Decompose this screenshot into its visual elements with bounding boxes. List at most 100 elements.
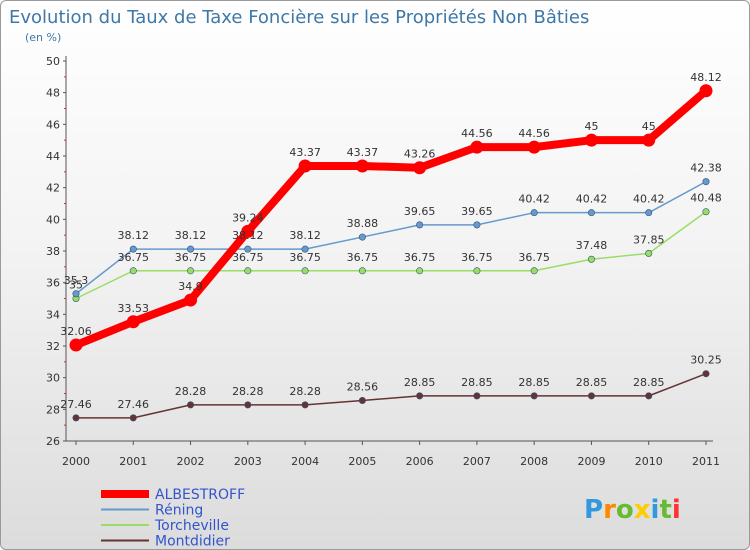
data-labels: 32.06 33.53 34.9 39.24 43.37 43.37 43.26 44.56 4… <box>60 71 722 411</box>
data-point-albestroff <box>527 140 541 154</box>
y-tick-label: 46 <box>46 118 60 131</box>
data-point-albestroff <box>470 140 484 154</box>
data-label-rening: 38.88 <box>347 217 379 230</box>
data-point-montdidier <box>587 392 595 400</box>
logo-letter: x <box>634 495 651 525</box>
data-point-montdidier <box>416 392 424 400</box>
data-point-torcheville <box>473 267 481 275</box>
data-point-torcheville <box>244 267 252 275</box>
data-label-torcheville: 36.75 <box>232 251 264 264</box>
data-point-torcheville <box>358 267 366 275</box>
data-label-montdidier: 30.25 <box>690 354 722 367</box>
x-tick-label: 2010 <box>635 455 663 468</box>
data-label-montdidier: 28.85 <box>518 376 550 389</box>
data-label-montdidier: 28.85 <box>461 376 493 389</box>
data-label-rening: 38.12 <box>289 229 321 242</box>
x-tick-label: 2000 <box>62 455 90 468</box>
data-point-montdidier <box>358 396 366 404</box>
data-label-albestroff: 39.24 <box>232 211 264 224</box>
x-tick-label: 2006 <box>406 455 434 468</box>
data-point-rening <box>473 221 481 229</box>
data-point-rening <box>244 245 252 253</box>
data-point-torcheville <box>301 267 309 275</box>
series-lines <box>69 84 713 422</box>
data-point-rening <box>587 209 595 217</box>
y-tick-label: 42 <box>46 182 60 195</box>
data-point-rening <box>301 245 309 253</box>
data-label-torcheville: 37.85 <box>633 233 665 246</box>
x-tick-label: 2003 <box>234 455 262 468</box>
data-point-torcheville <box>645 249 653 257</box>
y-tick-label: 38 <box>46 245 60 258</box>
data-point-albestroff <box>184 293 198 307</box>
data-label-torcheville: 40.48 <box>690 192 722 205</box>
data-point-rening <box>72 290 80 298</box>
data-label-rening: 35.3 <box>64 274 89 287</box>
y-tick-label: 40 <box>46 213 60 226</box>
data-label-rening: 42.38 <box>690 162 722 175</box>
y-tick-label: 28 <box>46 403 60 416</box>
data-label-torcheville: 36.75 <box>289 251 321 264</box>
chart-title: Evolution du Taux de Taxe Foncière sur l… <box>9 7 589 28</box>
data-point-torcheville <box>702 208 710 216</box>
legend-label-albestroff: ALBESTROFF <box>155 487 245 503</box>
x-tick-label: 2009 <box>577 455 605 468</box>
series-line-torcheville <box>75 210 707 300</box>
data-label-torcheville: 36.75 <box>347 251 379 264</box>
data-label-rening: 40.42 <box>576 193 608 206</box>
data-label-torcheville: 36.75 <box>461 251 493 264</box>
data-point-albestroff <box>584 133 598 147</box>
legend-label-torcheville: Torcheville <box>154 518 229 534</box>
data-label-montdidier: 28.28 <box>232 385 264 398</box>
data-point-torcheville <box>587 255 595 263</box>
logo-letter: i <box>651 495 660 525</box>
y-tick-label: 44 <box>46 150 60 163</box>
data-label-albestroff: 43.37 <box>347 146 379 159</box>
data-label-albestroff: 33.53 <box>118 302 150 315</box>
y-tick-label: 36 <box>46 277 60 290</box>
data-point-albestroff <box>126 315 140 329</box>
data-point-albestroff <box>413 161 427 175</box>
data-point-albestroff <box>69 338 83 352</box>
data-point-albestroff <box>642 133 656 147</box>
x-tick-label: 2002 <box>177 455 205 468</box>
data-label-montdidier: 28.85 <box>576 376 608 389</box>
data-label-albestroff: 45 <box>642 120 656 133</box>
proxiti-logo: Proxiti <box>584 495 681 525</box>
data-label-montdidier: 28.56 <box>347 380 379 393</box>
data-point-montdidier <box>187 401 195 409</box>
data-label-montdidier: 28.85 <box>404 376 436 389</box>
data-label-torcheville: 36.75 <box>175 251 207 264</box>
logo-letter: t <box>659 495 671 525</box>
data-point-albestroff <box>355 159 369 173</box>
data-label-albestroff: 44.56 <box>518 127 550 140</box>
data-label-albestroff: 34.9 <box>178 280 203 293</box>
chart-subtitle: (en %) <box>25 31 61 44</box>
data-point-rening <box>416 221 424 229</box>
series-line-rening <box>75 180 707 295</box>
data-point-rening <box>358 233 366 241</box>
data-label-albestroff: 43.37 <box>289 146 321 159</box>
logo-letter: P <box>584 495 603 525</box>
data-label-rening: 39.65 <box>461 205 493 218</box>
data-point-rening <box>530 209 538 217</box>
data-point-montdidier <box>301 401 309 409</box>
y-tick-label: 30 <box>46 372 60 385</box>
data-label-torcheville: 36.75 <box>118 251 150 264</box>
series-line-montdidier <box>75 372 707 419</box>
x-tick-label: 2007 <box>463 455 491 468</box>
data-point-torcheville <box>129 267 137 275</box>
data-label-rening: 38.12 <box>232 229 264 242</box>
x-tick-label: 2005 <box>348 455 376 468</box>
data-point-albestroff <box>699 84 713 98</box>
data-point-rening <box>702 178 710 186</box>
data-point-albestroff <box>241 224 255 238</box>
data-point-montdidier <box>473 392 481 400</box>
data-point-torcheville <box>530 267 538 275</box>
data-label-montdidier: 28.28 <box>175 385 207 398</box>
data-label-albestroff: 44.56 <box>461 127 493 140</box>
data-label-torcheville: 37.48 <box>576 239 608 252</box>
series-line-albestroff <box>72 86 710 350</box>
